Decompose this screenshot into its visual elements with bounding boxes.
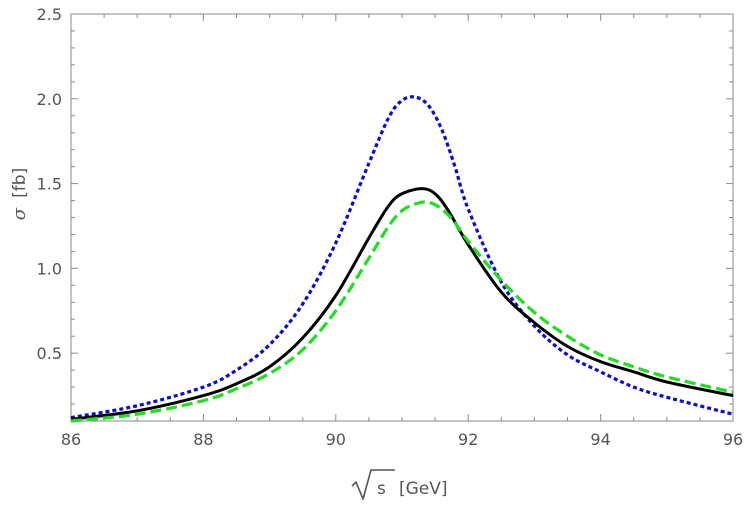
x-axis-unit: [GeV] [399,479,448,499]
plot-frame [70,13,734,422]
x-tick-label: 90 [326,430,346,449]
series-line-dotted [70,95,734,420]
sqrt-symbol-icon [351,469,395,500]
series-line-dashed [70,200,734,423]
y-tick-label: 1.5 [37,175,62,194]
x-tick-label: 94 [590,430,610,449]
y-tick-label: 1.0 [37,259,62,278]
axis-ticks [70,14,734,422]
y-axis-label: σ [fb] [9,168,30,220]
x-axis-label: s [GeV] [351,469,448,500]
x-axis-symbol: s [377,479,386,499]
y-axis-unit: [fb] [10,168,30,198]
x-tick-label: 86 [61,430,81,449]
y-axis-symbol: σ [9,207,30,220]
series-line-solid [70,187,734,421]
axis-tick-labels: 86 88 90 92 94 96 0.5 1.0 1.5 2.0 2.5 [37,5,744,449]
x-tick-label: 92 [458,430,478,449]
x-tick-label: 88 [193,430,213,449]
x-tick-label: 96 [723,430,743,449]
y-tick-label: 2.0 [37,90,62,109]
y-tick-label: 2.5 [37,5,62,24]
y-tick-label: 0.5 [37,344,62,363]
series-layer [70,95,734,423]
